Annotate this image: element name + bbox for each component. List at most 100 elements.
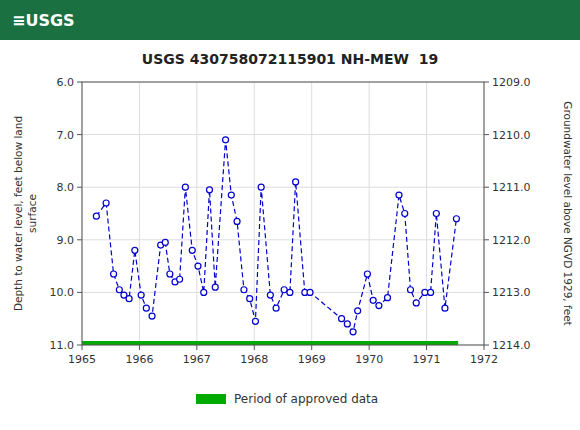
y2-tick-label: 1212.0 bbox=[492, 234, 531, 247]
data-point bbox=[195, 263, 201, 269]
legend: Period of approved data bbox=[196, 392, 378, 406]
y-tick-label: 10.0 bbox=[50, 286, 75, 299]
x-tick bbox=[426, 345, 427, 350]
data-point bbox=[350, 329, 356, 335]
grid-line bbox=[139, 82, 140, 345]
grid bbox=[82, 82, 484, 345]
data-point bbox=[116, 287, 122, 293]
y-tick bbox=[77, 82, 82, 83]
data-point bbox=[376, 303, 382, 309]
legend-label: Period of approved data bbox=[234, 392, 378, 406]
data-point bbox=[407, 287, 413, 293]
y-axis-label: Depth to water level, feet below landsur… bbox=[12, 116, 38, 311]
data-point bbox=[428, 289, 434, 295]
data-point bbox=[339, 316, 345, 322]
header-banner bbox=[0, 0, 580, 40]
grid-line bbox=[311, 82, 312, 345]
grid-line bbox=[426, 82, 427, 345]
data-point bbox=[111, 271, 117, 277]
title: USGS 430758072115901 NH-MEW 19 bbox=[142, 51, 438, 67]
data-point bbox=[201, 289, 207, 295]
data-point bbox=[126, 296, 132, 302]
x-tick bbox=[139, 345, 140, 350]
chart: ≡USGSUSGS 430758072115901 NH-MEW 1919651… bbox=[0, 0, 580, 430]
y-tick-label: 11.0 bbox=[50, 339, 75, 352]
data-point bbox=[167, 271, 173, 277]
y2-tick bbox=[484, 187, 489, 188]
y2-tick bbox=[484, 239, 489, 240]
y2-tick bbox=[484, 82, 489, 83]
grid-line bbox=[82, 239, 484, 240]
data-point bbox=[396, 192, 402, 198]
data-point bbox=[103, 200, 109, 206]
background bbox=[0, 0, 580, 430]
x-tick bbox=[369, 345, 370, 350]
y-tick-label: 8.0 bbox=[57, 181, 75, 194]
x-tick bbox=[82, 345, 83, 350]
data-point bbox=[162, 239, 168, 245]
y-tick bbox=[77, 345, 82, 346]
x-tick-label: 1967 bbox=[183, 353, 211, 366]
data-point bbox=[206, 187, 212, 193]
data-point bbox=[177, 276, 183, 282]
y2-tick-label: 1211.0 bbox=[492, 181, 531, 194]
x-tick-label: 1965 bbox=[68, 353, 96, 366]
data-point bbox=[370, 297, 376, 303]
grid-line bbox=[369, 82, 370, 345]
data-point bbox=[138, 292, 144, 298]
approved-period-bar bbox=[82, 341, 458, 345]
x-tick bbox=[311, 345, 312, 350]
y2-tick bbox=[484, 292, 489, 293]
y2-tick bbox=[484, 134, 489, 135]
grid-line bbox=[82, 134, 484, 135]
y2-tick-label: 1210.0 bbox=[492, 129, 531, 142]
x-tick-label: 1970 bbox=[355, 353, 383, 366]
y-tick bbox=[77, 187, 82, 188]
data-point bbox=[355, 308, 361, 314]
grid-line bbox=[196, 82, 197, 345]
data-point bbox=[234, 218, 240, 224]
data-point bbox=[287, 289, 293, 295]
y2-tick-label: 1209.0 bbox=[492, 76, 531, 89]
data-point bbox=[241, 287, 247, 293]
data-line bbox=[96, 140, 456, 332]
y2-axis-label: Groundwater level above NGVD 1929, feet bbox=[562, 101, 574, 325]
data-point bbox=[413, 300, 419, 306]
y-axis-label-line: Depth to water level, feet below land bbox=[12, 116, 24, 311]
y2-tick-label: 1214.0 bbox=[492, 339, 531, 352]
data-point bbox=[258, 184, 264, 190]
axes: 196519661967196819691970197119726.07.08.… bbox=[50, 76, 531, 366]
plot-frame bbox=[82, 82, 484, 345]
data-point bbox=[132, 247, 138, 253]
grid-line bbox=[254, 82, 255, 345]
data-point bbox=[252, 318, 258, 324]
data-point bbox=[223, 137, 229, 143]
data-point bbox=[442, 305, 448, 311]
y-tick bbox=[77, 292, 82, 293]
x-tick-label: 1969 bbox=[298, 353, 326, 366]
data-point bbox=[293, 179, 299, 185]
data-point bbox=[247, 296, 253, 302]
data-point bbox=[344, 321, 350, 327]
plot-area bbox=[82, 137, 459, 345]
y-axis-label-line: surface bbox=[26, 194, 38, 233]
data-point bbox=[433, 211, 439, 217]
y2-tick-label: 1213.0 bbox=[492, 286, 531, 299]
data-point bbox=[93, 213, 99, 219]
data-point bbox=[212, 284, 218, 290]
data-point bbox=[273, 305, 279, 311]
y-tick-label: 9.0 bbox=[57, 234, 75, 247]
y-tick bbox=[77, 134, 82, 135]
x-tick-label: 1972 bbox=[470, 353, 498, 366]
x-tick bbox=[484, 345, 485, 350]
legend-swatch bbox=[196, 394, 226, 404]
x-tick bbox=[254, 345, 255, 350]
data-point bbox=[281, 287, 287, 293]
data-point bbox=[149, 313, 155, 319]
data-point bbox=[364, 271, 370, 277]
data-point bbox=[422, 289, 428, 295]
data-point bbox=[267, 292, 273, 298]
y-tick-label: 6.0 bbox=[57, 76, 75, 89]
data-point bbox=[228, 192, 234, 198]
data-point bbox=[402, 211, 408, 217]
